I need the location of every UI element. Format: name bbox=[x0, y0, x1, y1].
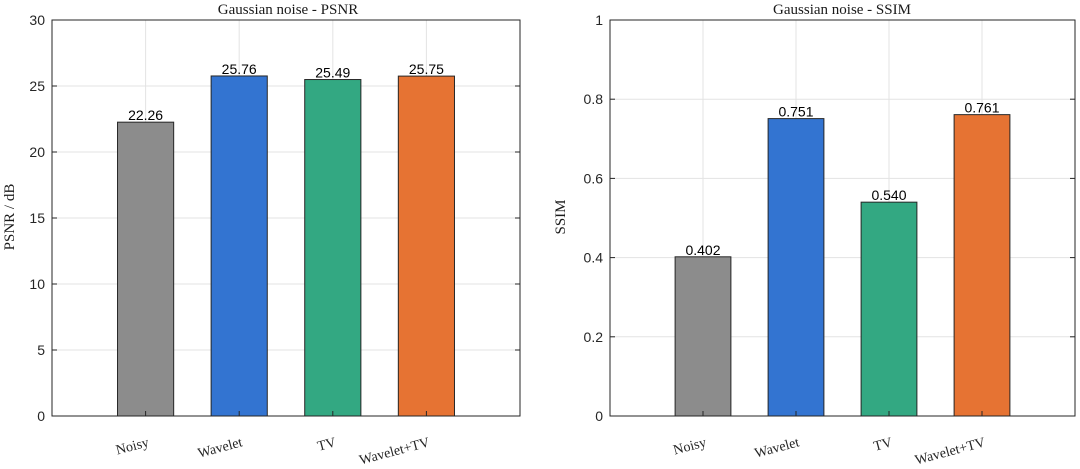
data-label: 25.76 bbox=[222, 61, 257, 77]
y-tick-label: 15 bbox=[29, 210, 45, 226]
axes-frame bbox=[609, 19, 1076, 417]
data-label: 0.751 bbox=[778, 104, 813, 120]
x-tick-label: TV bbox=[872, 435, 894, 454]
ssim-chart: Gaussian noise - SSIM SSIM 0 0.2 0.4 0.6 0.8… bbox=[553, 2, 1076, 469]
y-tick-label: 1 bbox=[595, 12, 603, 28]
chart-title: Gaussian noise - PSNR bbox=[218, 2, 358, 18]
y-axis-label: SSIM bbox=[553, 199, 569, 234]
y-tick-label: 0 bbox=[595, 408, 603, 424]
x-tick-label: Wavelet bbox=[753, 435, 801, 461]
y-tick-label: 25 bbox=[29, 78, 45, 94]
x-tick-label: Wavelet bbox=[196, 435, 244, 461]
data-label: 0.761 bbox=[964, 100, 999, 116]
y-tick-label: 0.2 bbox=[584, 329, 604, 345]
bar-tv bbox=[860, 201, 918, 417]
data-label: 25.75 bbox=[409, 61, 444, 77]
data-label: 0.402 bbox=[685, 242, 720, 258]
y-tick-label: 10 bbox=[29, 276, 45, 292]
bar-noisy bbox=[117, 121, 175, 417]
x-tick-label: Wavelet+TV bbox=[358, 435, 432, 468]
bar-wavelet-tv bbox=[397, 75, 455, 417]
y-tick-label: 0 bbox=[37, 408, 45, 424]
x-tick-label: Wavelet+TV bbox=[914, 435, 988, 468]
y-tick-label: 0.6 bbox=[584, 170, 604, 186]
bar-noisy bbox=[674, 256, 732, 417]
data-label: 25.49 bbox=[315, 65, 350, 81]
psnr-chart: Gaussian noise - PSNR PSNR / dB 0 5 10 15 20… bbox=[2, 2, 521, 469]
chart-title: Gaussian noise - SSIM bbox=[773, 2, 911, 18]
bar-wavelet bbox=[767, 118, 825, 417]
y-axis-label: PSNR / dB bbox=[2, 184, 18, 251]
y-tick-label: 0.8 bbox=[584, 91, 604, 107]
y-tick-label: 30 bbox=[29, 12, 45, 28]
y-tick-label: 20 bbox=[29, 144, 45, 160]
bar-wavelet-tv bbox=[953, 114, 1011, 417]
data-label: 22.26 bbox=[128, 107, 163, 123]
y-tick-label: 0.4 bbox=[584, 250, 604, 266]
x-tick-label: Noisy bbox=[672, 435, 708, 458]
x-tick-label: TV bbox=[316, 435, 338, 454]
y-tick-label: 5 bbox=[37, 342, 45, 358]
bar-wavelet bbox=[210, 75, 268, 417]
x-tick-label: Noisy bbox=[114, 435, 150, 458]
data-label: 0.540 bbox=[871, 187, 906, 203]
bar-tv bbox=[304, 79, 362, 417]
